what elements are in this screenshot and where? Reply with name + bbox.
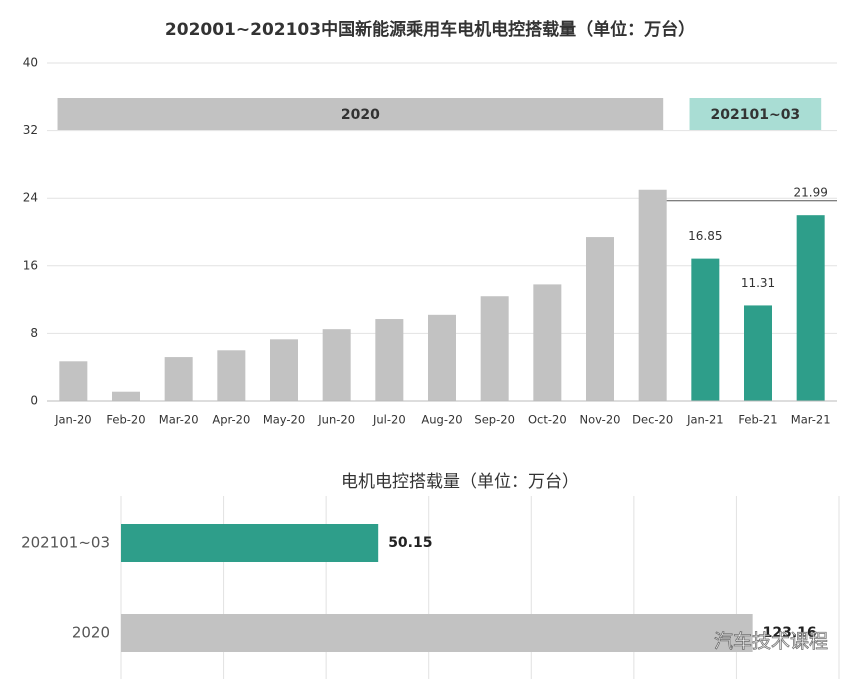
y-tick-label: 32 (23, 123, 38, 137)
bar (217, 350, 246, 401)
bar (533, 284, 562, 401)
bar (744, 305, 772, 401)
bar (322, 329, 351, 401)
legend-banner (57, 98, 664, 130)
legend-label: 202101~03 (711, 107, 801, 123)
bar (586, 237, 614, 401)
bar (112, 391, 140, 401)
bar (121, 524, 379, 562)
x-tick-label: Apr-20 (212, 413, 250, 427)
x-tick-label: Sep-20 (474, 413, 514, 427)
bar (428, 314, 456, 401)
bar (375, 319, 404, 401)
x-tick-label: Mar-21 (791, 413, 831, 427)
x-tick-label: Jun-20 (317, 413, 355, 427)
x-tick-label: Oct-20 (528, 413, 567, 427)
bar (121, 614, 753, 652)
bar (270, 339, 298, 401)
y-tick-label: 202101~03 (21, 534, 110, 552)
x-tick-label: May-20 (263, 413, 305, 427)
y-tick-label: 8 (30, 326, 38, 340)
y-tick-label: 2020 (72, 624, 110, 642)
bar (638, 189, 667, 401)
y-tick-label: 24 (23, 191, 38, 205)
chart-title: 电机电控搭载量（单位：万台） (341, 472, 579, 492)
legend-banner (689, 98, 822, 130)
x-tick-label: Aug-20 (421, 413, 462, 427)
data-label: 11.31 (741, 276, 775, 290)
bar (59, 361, 88, 401)
bar (480, 296, 509, 401)
x-tick-label: Jan-21 (686, 413, 724, 427)
data-label: 21.99 (793, 186, 827, 200)
x-tick-label: Feb-21 (738, 413, 777, 427)
data-label: 16.85 (688, 229, 722, 243)
chart-title: 202001~202103中国新能源乘用车电机电控搭载量（单位：万台） (165, 19, 695, 40)
x-tick-label: Feb-20 (106, 413, 145, 427)
x-tick-label: Jan-20 (54, 413, 92, 427)
bar (164, 357, 193, 401)
y-tick-label: 0 (30, 394, 38, 408)
x-tick-label: Nov-20 (580, 413, 621, 427)
data-label: 50.15 (388, 535, 432, 551)
legend-label: 2020 (341, 107, 380, 123)
x-tick-label: Mar-20 (159, 413, 199, 427)
x-tick-label: Jul-20 (372, 413, 406, 427)
bar (691, 258, 720, 401)
watermark: 汽车技术课程 (714, 631, 828, 653)
data-label: 123.16 (763, 625, 817, 641)
y-tick-label: 16 (23, 258, 38, 272)
y-tick-label: 40 (23, 56, 38, 70)
x-tick-label: Dec-20 (632, 413, 673, 427)
bar (796, 215, 825, 401)
